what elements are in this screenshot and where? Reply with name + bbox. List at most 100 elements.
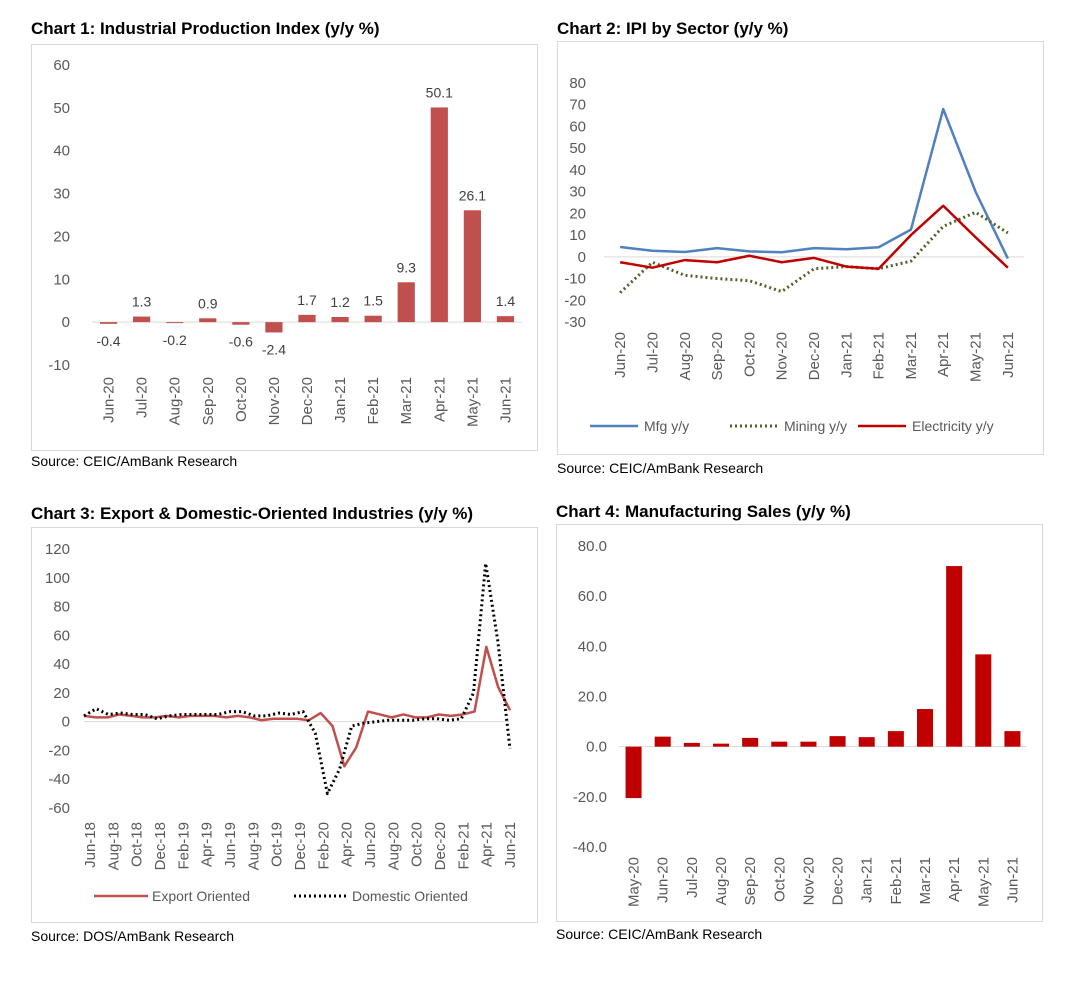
y-tick-label: 80 — [569, 75, 586, 92]
bar — [742, 737, 759, 747]
chart1-x-label: Jun-21 — [497, 377, 514, 423]
series-line — [620, 107, 1009, 260]
bar — [946, 566, 963, 747]
chart3-x-label: Apr-20 — [339, 822, 356, 867]
chart4-x-label: Jun-21 — [1004, 857, 1021, 903]
chart4-x-label: Sep-20 — [742, 857, 759, 905]
chart3-title: Chart 3: Export & Domestic-Oriented Indu… — [31, 504, 474, 523]
y-tick-label: 10 — [569, 227, 586, 244]
chart1-x-label: Feb-21 — [365, 377, 382, 425]
chart1-x-label: Jan-21 — [332, 377, 349, 423]
chart1-source: Source: CEIC/AmBank Research — [31, 453, 238, 469]
y-tick-label: 100 — [45, 570, 70, 587]
bar — [265, 322, 283, 333]
chart2-x-label: Mar-21 — [903, 332, 920, 380]
y-tick-label: -20 — [564, 292, 586, 309]
bar — [916, 709, 934, 747]
chart1-x-label: Apr-21 — [431, 377, 448, 422]
data-label: -0.6 — [229, 334, 253, 350]
y-tick-label: 60.0 — [578, 588, 607, 605]
chart3-x-label: Jun-18 — [82, 822, 99, 868]
y-tick-label: -40.0 — [573, 839, 607, 856]
bar — [712, 743, 730, 747]
legend-label: Mfg y/y — [644, 418, 689, 434]
chart3-x-label: Oct-18 — [129, 822, 146, 867]
series-line — [619, 204, 1009, 271]
y-tick-label: 60 — [53, 627, 70, 644]
chart2-x-label: Feb-21 — [871, 332, 888, 380]
bar — [654, 736, 671, 747]
chart3-x-label: Apr-19 — [199, 822, 216, 867]
y-tick-label: 50 — [569, 140, 586, 157]
y-tick-label: -30 — [564, 314, 586, 331]
chart3-x-label: Jun-21 — [502, 822, 519, 868]
chart4-x-label: May-21 — [975, 857, 992, 907]
bar — [99, 322, 118, 324]
chart3-x-label: Feb-20 — [315, 822, 332, 870]
chart3-x-label: Oct-19 — [269, 822, 286, 867]
chart3-x-label: Jun-19 — [222, 822, 239, 868]
series-line — [83, 561, 512, 796]
y-tick-label: 30 — [569, 184, 586, 201]
chart2-x-label: Jun-20 — [612, 332, 629, 378]
chart2-x-label: Nov-20 — [774, 332, 791, 380]
data-label: -2.4 — [262, 341, 286, 357]
chart4-x-label: Aug-20 — [713, 857, 730, 905]
data-label: 1.5 — [363, 293, 383, 309]
bar — [298, 314, 316, 323]
data-label: 26.1 — [459, 187, 486, 203]
bar — [625, 746, 642, 799]
y-tick-label: 40 — [53, 143, 70, 160]
chart1-panel: -10 0 10 20 30 40 50 60 -0.4 1.3 -0.2 0.9 -0.6 -2.4 1.… — [31, 44, 538, 451]
chart2-x-label: Jun-21 — [1000, 332, 1017, 378]
y-tick-label: 80.0 — [578, 538, 607, 555]
legend-label: Domestic Oriented — [352, 888, 468, 904]
chart1-x-label: Nov-20 — [266, 377, 283, 425]
bar — [975, 654, 992, 747]
chart1-svg: -10 0 10 20 30 40 50 60 -0.4 1.3 -0.2 0.9 -0.6 -2.4 1.… — [48, 57, 522, 427]
chart2-title: Chart 2: IPI by Sector (y/y %) — [557, 19, 789, 38]
chart3-source: Source: DOS/AmBank Research — [31, 928, 235, 944]
y-tick-label: -40 — [48, 771, 70, 788]
data-label: 1.7 — [297, 292, 317, 308]
chart4-x-label: Nov-20 — [800, 857, 817, 905]
chart2-svg: -30 -20 -10 0 10 20 30 40 50 60 70 80 Jun-20 Jul-20 Au… — [564, 75, 1024, 434]
bar — [887, 731, 904, 747]
y-tick-label: 0 — [62, 714, 70, 731]
chart2-x-label: Jul-20 — [644, 332, 661, 373]
bar — [397, 282, 415, 323]
data-label: 50.1 — [426, 84, 453, 100]
legend-label: Mining y/y — [784, 418, 847, 434]
legend-label: Electricity y/y — [912, 418, 994, 434]
data-label: -0.2 — [163, 332, 187, 348]
chart3-panel: -60 -40 -20 0 20 40 60 80 100 120 Jun-18 Aug-18 Oct-… — [31, 527, 538, 923]
data-label: 9.3 — [396, 259, 416, 275]
y-tick-label: 10 — [53, 271, 70, 288]
chart4-x-label: Oct-20 — [771, 857, 788, 902]
chart4-panel: -40.0 -20.0 0.0 20.0 40.0 60.0 80.0 May-20 Jun-2… — [556, 524, 1043, 922]
y-tick-label: 70 — [569, 97, 586, 114]
bar — [771, 741, 788, 747]
chart4-title: Chart 4: Manufacturing Sales (y/y %) — [556, 502, 851, 521]
chart2-x-label: Jan-21 — [838, 332, 855, 378]
bar — [858, 737, 875, 747]
y-tick-label: -20 — [48, 742, 70, 759]
chart3-x-label: Dec-20 — [432, 822, 449, 870]
y-tick-label: 20 — [53, 228, 70, 245]
chart2-x-label: Apr-21 — [935, 332, 952, 377]
chart4-x-label: Jan-21 — [859, 857, 876, 903]
y-tick-label: 50 — [53, 100, 70, 117]
bar — [829, 736, 846, 747]
chart3-x-label: Aug-18 — [105, 822, 122, 870]
y-tick-label: 20 — [569, 205, 586, 222]
chart3-svg: -60 -40 -20 0 20 40 60 80 100 120 Jun-18 Aug-18 Oct-… — [45, 541, 519, 904]
chart4-x-label: Dec-20 — [830, 857, 847, 905]
chart1-x-label: Mar-21 — [398, 377, 415, 425]
chart2-x-label: Dec-20 — [806, 332, 823, 380]
bar — [166, 322, 184, 324]
bar — [232, 322, 250, 325]
bar — [364, 315, 382, 323]
data-label: 0.9 — [198, 295, 218, 311]
data-label: -0.4 — [96, 333, 120, 349]
chart3-x-label: Dec-18 — [152, 822, 169, 870]
